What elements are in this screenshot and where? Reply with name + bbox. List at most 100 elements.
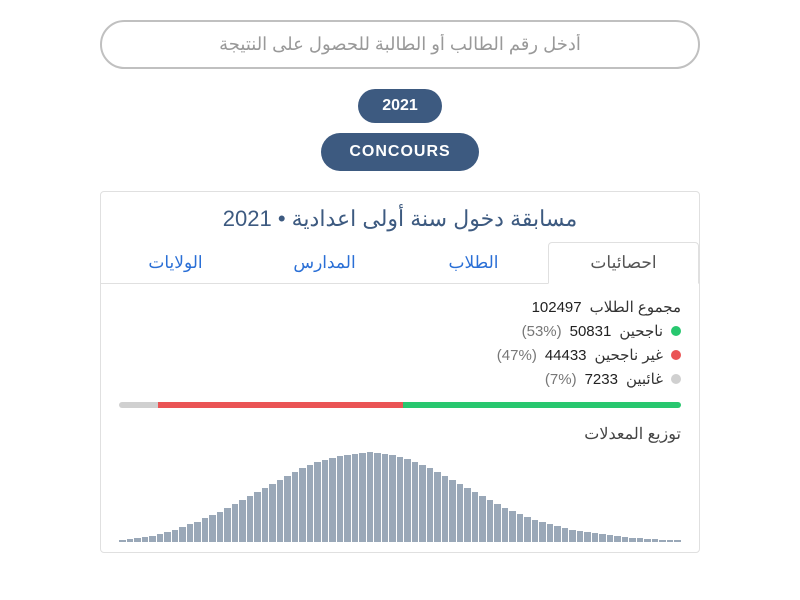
histogram-bar bbox=[584, 532, 591, 542]
histogram-bar bbox=[502, 508, 509, 542]
histogram-bar bbox=[652, 539, 659, 542]
histogram-bar bbox=[532, 520, 539, 542]
histogram-bar bbox=[359, 453, 366, 542]
histogram-bar bbox=[202, 518, 209, 542]
histogram-bar bbox=[344, 455, 351, 542]
histogram bbox=[119, 452, 681, 542]
histogram-bar bbox=[592, 533, 599, 542]
histogram-bar bbox=[562, 528, 569, 542]
histogram-bar bbox=[322, 460, 329, 542]
histogram-bar bbox=[134, 538, 141, 542]
histogram-bar bbox=[577, 531, 584, 542]
histogram-bar bbox=[284, 476, 291, 542]
histogram-bar bbox=[374, 453, 381, 542]
tab-schools[interactable]: المدارس bbox=[250, 242, 399, 283]
search-wrapper bbox=[100, 20, 700, 69]
histogram-bar bbox=[607, 535, 614, 542]
tab-stats[interactable]: احصائيات bbox=[548, 242, 699, 284]
histogram-bar bbox=[517, 514, 524, 542]
histogram-bar bbox=[457, 484, 464, 542]
histogram-bar bbox=[614, 536, 621, 542]
card-title: مسابقة دخول سنة أولى اعدادية • 2021 bbox=[101, 192, 699, 242]
histogram-bar bbox=[547, 524, 554, 542]
year-button[interactable]: 2021 bbox=[358, 89, 442, 123]
histogram-bar bbox=[307, 465, 314, 542]
stat-total: مجموع الطلاب 102497 bbox=[119, 298, 681, 316]
histogram-bar bbox=[539, 522, 546, 542]
histogram-bar bbox=[629, 538, 636, 542]
histogram-bar bbox=[464, 488, 471, 542]
histogram-bar bbox=[509, 511, 516, 542]
histogram-bar bbox=[442, 476, 449, 542]
histogram-bar bbox=[419, 465, 426, 542]
histogram-bar bbox=[209, 515, 216, 542]
stat-passed-label: ناجحين bbox=[619, 322, 663, 340]
histogram-bar bbox=[487, 500, 494, 542]
progress-segment bbox=[119, 402, 158, 408]
histogram-bar bbox=[254, 492, 261, 542]
tab-students[interactable]: الطلاب bbox=[399, 242, 548, 283]
stat-total-label: مجموع الطلاب bbox=[590, 298, 681, 316]
histogram-bar bbox=[659, 540, 666, 542]
histogram-bar bbox=[187, 524, 194, 542]
histogram-bar bbox=[337, 456, 344, 542]
histogram-bar bbox=[674, 540, 681, 542]
histogram-bar bbox=[194, 522, 201, 542]
histogram-bar bbox=[172, 530, 179, 542]
histogram-bar bbox=[292, 472, 299, 542]
progress-bar bbox=[119, 402, 681, 408]
histogram-bar bbox=[127, 539, 134, 542]
histogram-bar bbox=[179, 527, 186, 542]
stat-passed-value: 50831 bbox=[570, 323, 612, 340]
histogram-bar bbox=[247, 496, 254, 542]
stat-failed-pct: (47%) bbox=[497, 347, 537, 364]
histogram-bar bbox=[404, 459, 411, 542]
histogram-bar bbox=[637, 538, 644, 542]
histogram-bar bbox=[164, 532, 171, 542]
histogram-bar bbox=[262, 488, 269, 542]
histogram-bar bbox=[277, 480, 284, 542]
histogram-bar bbox=[367, 452, 374, 542]
stat-total-value: 102497 bbox=[532, 299, 582, 316]
stat-absent-pct: (7%) bbox=[545, 371, 577, 388]
histogram-bar bbox=[269, 484, 276, 542]
histogram-bar bbox=[434, 472, 441, 542]
histogram-bar bbox=[412, 462, 419, 542]
search-input[interactable] bbox=[100, 20, 700, 69]
histogram-bar bbox=[232, 504, 239, 542]
histogram-bar bbox=[352, 454, 359, 542]
histogram-bar bbox=[314, 462, 321, 542]
histogram-bar bbox=[389, 455, 396, 542]
histogram-bar bbox=[449, 480, 456, 542]
tab-regions[interactable]: الولايات bbox=[101, 242, 250, 283]
stat-failed-value: 44433 bbox=[545, 347, 587, 364]
histogram-bar bbox=[554, 526, 561, 542]
histogram-bar bbox=[569, 530, 576, 542]
histogram-bar bbox=[119, 540, 126, 542]
stat-absent-value: 7233 bbox=[585, 371, 618, 388]
histogram-bar bbox=[494, 504, 501, 542]
histogram-bar bbox=[299, 468, 306, 542]
histogram-bar bbox=[524, 517, 531, 542]
stat-absent: غائبين 7233 (7%) bbox=[119, 370, 681, 388]
histogram-bar bbox=[224, 508, 231, 542]
stat-absent-label: غائبين bbox=[626, 370, 663, 388]
histogram-bar bbox=[142, 537, 149, 542]
dot-failed-icon bbox=[671, 350, 681, 360]
stat-failed: غير ناجحين 44433 (47%) bbox=[119, 346, 681, 364]
histogram-bar bbox=[382, 454, 389, 542]
stat-failed-label: غير ناجحين bbox=[595, 346, 663, 364]
histogram-bar bbox=[149, 536, 156, 542]
histogram-bar bbox=[427, 468, 434, 542]
histogram-bar bbox=[397, 457, 404, 542]
progress-segment bbox=[403, 402, 681, 408]
histogram-bar bbox=[329, 458, 336, 542]
dot-passed-icon bbox=[671, 326, 681, 336]
concours-button[interactable]: CONCOURS bbox=[321, 133, 478, 171]
histogram-bar bbox=[644, 539, 651, 542]
histogram-bar bbox=[157, 534, 164, 542]
histogram-bar bbox=[479, 496, 486, 542]
stats-card: مسابقة دخول سنة أولى اعدادية • 2021 احصا… bbox=[100, 191, 700, 553]
progress-segment bbox=[158, 402, 402, 408]
stats-body: مجموع الطلاب 102497 ناجحين 50831 (53%) غ… bbox=[101, 284, 699, 552]
